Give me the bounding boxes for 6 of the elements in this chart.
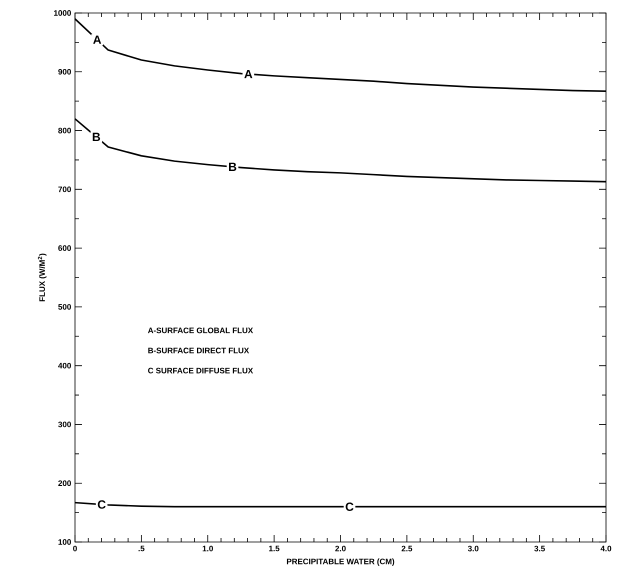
legend-label: A [93, 36, 102, 44]
legend-label: B [92, 132, 100, 142]
text: C [346, 502, 354, 511]
text: A [244, 70, 252, 78]
legend-label: C [98, 500, 106, 509]
text: B [229, 162, 236, 171]
